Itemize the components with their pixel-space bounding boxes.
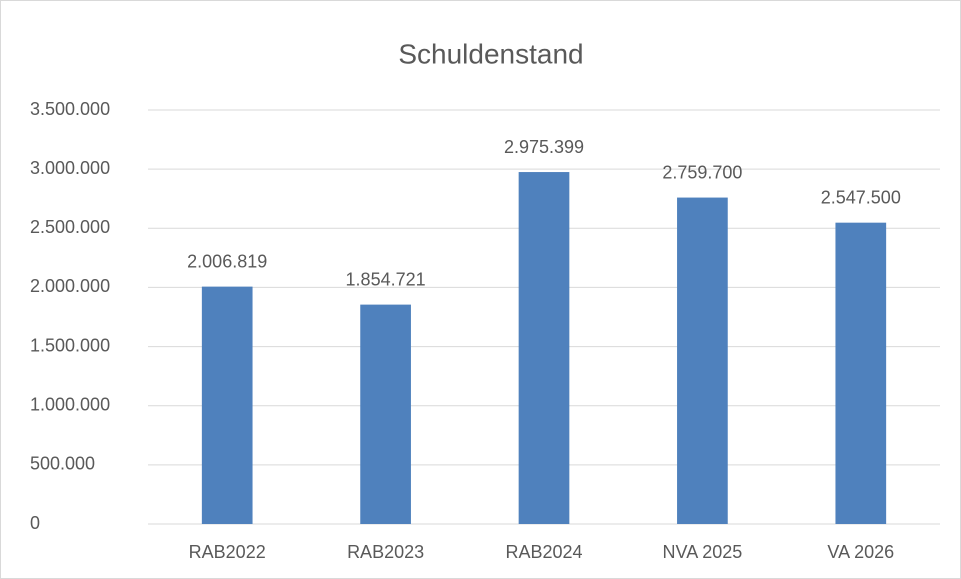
bar [518, 172, 570, 525]
y-tick-label: 3.500.000 [30, 99, 110, 119]
bar [360, 304, 411, 524]
y-tick-label: 1.000.000 [30, 394, 110, 414]
y-tick-label: 500.000 [30, 454, 95, 474]
bar [201, 286, 253, 524]
x-tick-label: RAB2023 [347, 542, 424, 562]
x-tick-label: VA 2026 [827, 542, 894, 562]
bar [677, 197, 728, 525]
bar [835, 222, 887, 524]
data-label: 1.854.721 [346, 269, 426, 289]
x-tick-label: RAB2024 [505, 542, 582, 562]
y-tick-label: 2.500.000 [30, 217, 110, 237]
chart-title: Schuldenstand [398, 38, 583, 69]
y-tick-label: 2.000.000 [30, 276, 110, 296]
data-label: 2.759.700 [662, 162, 742, 182]
data-label: 2.975.399 [504, 137, 584, 157]
x-tick-label: RAB2022 [189, 542, 266, 562]
data-label: 2.547.500 [821, 187, 901, 207]
data-label: 2.006.819 [187, 251, 267, 271]
y-tick-label: 3.000.000 [30, 158, 110, 178]
x-tick-label: NVA 2025 [663, 542, 743, 562]
y-tick-label: 1.500.000 [30, 335, 110, 355]
y-tick-label: 0 [30, 513, 40, 533]
